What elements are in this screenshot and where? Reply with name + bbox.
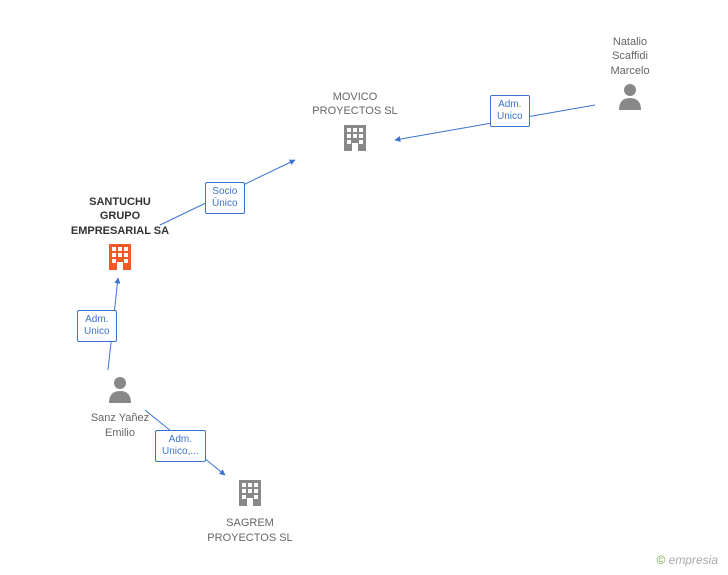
node-label-sagrem: SAGREMPROYECTOS SL [190,516,310,545]
watermark: © empresia [656,553,718,567]
watermark-symbol: © [656,553,665,567]
building-icon [60,242,180,276]
edge-label-adm-unico-emilio: Adm.Unico [77,310,117,342]
person-icon [75,375,165,407]
building-icon [190,478,310,512]
edge-label-socio-unico: SocioÚnico [205,182,245,214]
node-santuchu[interactable]: SANTUCHUGRUPOEMPRESARIAL SA [60,195,180,276]
node-label-santuchu: SANTUCHUGRUPOEMPRESARIAL SA [60,195,180,238]
node-label-emilio: Sanz YañezEmilio [75,411,165,440]
node-natalio[interactable]: NatalioScaffidiMarcelo [590,35,670,114]
node-sagrem[interactable]: SAGREMPROYECTOS SL [190,478,310,545]
node-label-movico: MOVICOPROYECTOS SL [285,90,425,119]
node-movico[interactable]: MOVICOPROYECTOS SL [285,90,425,157]
building-icon [285,123,425,157]
watermark-text: empresia [669,553,718,567]
node-label-natalio: NatalioScaffidiMarcelo [590,35,670,78]
node-emilio[interactable]: Sanz YañezEmilio [75,375,165,440]
edge-label-adm-unico-natalio: Adm.Unico [490,95,530,127]
person-icon [590,82,670,114]
